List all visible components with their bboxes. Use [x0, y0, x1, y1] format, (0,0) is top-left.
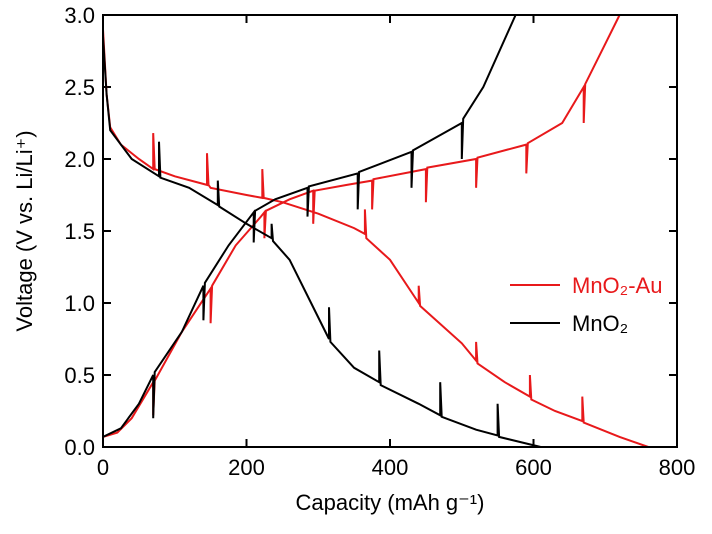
series-line	[102, 14, 649, 448]
x-tick-label: 800	[659, 455, 696, 480]
y-axis-label: Voltage (V vs. Li/Li⁺)	[12, 130, 37, 331]
x-tick-label: 200	[228, 455, 265, 480]
x-tick-label: 400	[372, 455, 409, 480]
series-line	[102, 14, 541, 448]
y-tick-label: 1.0	[64, 291, 95, 316]
y-tick-label: 0.0	[64, 435, 95, 460]
x-axis-label: Capacity (mAh g⁻¹)	[296, 490, 485, 515]
legend-label: MnO₂-Au	[572, 273, 662, 298]
y-tick-label: 2.0	[64, 147, 95, 172]
y-tick-label: 2.5	[64, 75, 95, 100]
y-tick-label: 0.5	[64, 363, 95, 388]
y-tick-label: 3.0	[64, 3, 95, 28]
plot-frame	[102, 14, 678, 448]
legend-label: MnO₂	[572, 311, 628, 336]
y-tick-label: 1.5	[64, 219, 95, 244]
x-tick-label: 600	[515, 455, 552, 480]
x-tick-label: 0	[97, 455, 109, 480]
